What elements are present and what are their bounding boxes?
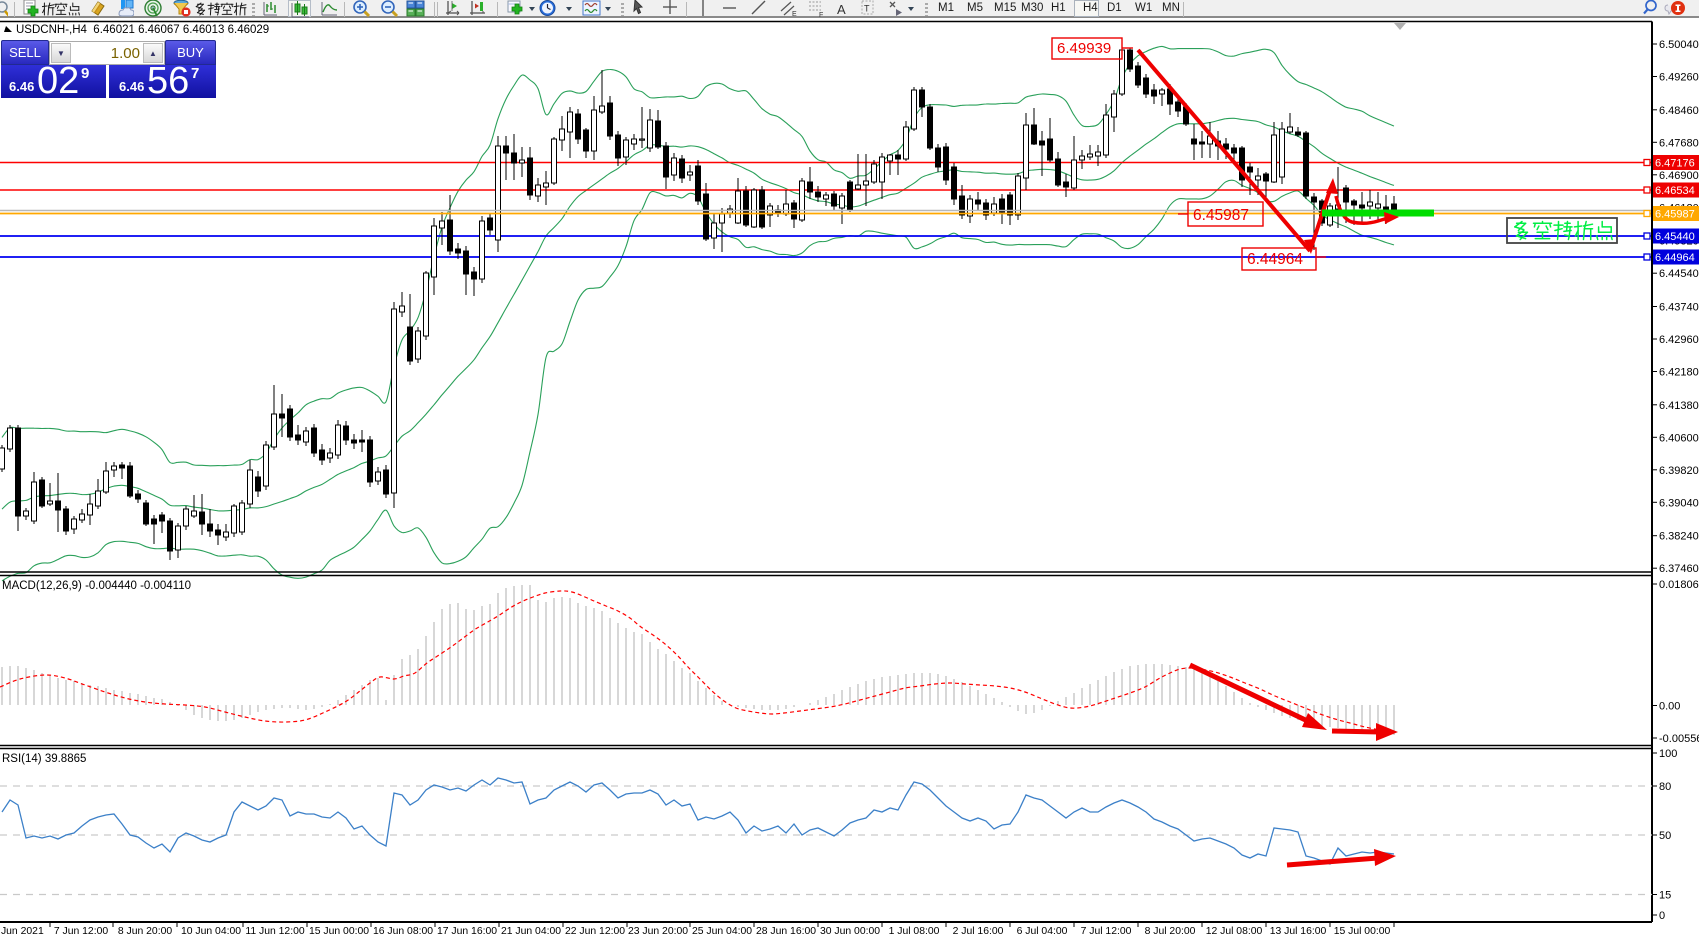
svg-text:6.49260: 6.49260 [1659, 72, 1699, 84]
svg-text:6.47176: 6.47176 [1655, 158, 1695, 170]
svg-text:80: 80 [1659, 781, 1671, 793]
svg-text:2 Jul 16:00: 2 Jul 16:00 [953, 926, 1004, 937]
svg-text:6.46534: 6.46534 [1655, 185, 1695, 197]
svg-text:T: T [864, 4, 870, 14]
svg-text:6 Jul 04:00: 6 Jul 04:00 [1017, 926, 1068, 937]
svg-text:F: F [819, 12, 823, 17]
svg-text:6.43740: 6.43740 [1659, 302, 1699, 314]
svg-text:1 Jul 08:00: 1 Jul 08:00 [889, 926, 940, 937]
svg-text:7 Jun 12:00: 7 Jun 12:00 [54, 926, 109, 937]
svg-text:6.39820: 6.39820 [1659, 465, 1699, 477]
svg-text:8 Jul 20:00: 8 Jul 20:00 [1145, 926, 1196, 937]
svg-text:6.47680: 6.47680 [1659, 137, 1699, 149]
svg-text:MACD(12,26,9) -0.004440 -0.004: MACD(12,26,9) -0.004440 -0.004110 [2, 580, 191, 592]
svg-text:23 Jun 20:00: 23 Jun 20:00 [628, 926, 688, 937]
svg-text:0: 0 [1659, 910, 1665, 922]
svg-text:30 Jun 00:00: 30 Jun 00:00 [820, 926, 880, 937]
svg-text:6.42960: 6.42960 [1659, 334, 1699, 346]
svg-text:6.39040: 6.39040 [1659, 497, 1699, 509]
svg-text:21 Jun 04:00: 21 Jun 04:00 [501, 926, 561, 937]
svg-text:50: 50 [1659, 830, 1671, 842]
svg-text:17 Jun 16:00: 17 Jun 16:00 [437, 926, 497, 937]
svg-text:6.40600: 6.40600 [1659, 432, 1699, 444]
svg-text:6.42180: 6.42180 [1659, 367, 1699, 379]
svg-text:6.50040: 6.50040 [1659, 39, 1699, 51]
svg-text:6.48460: 6.48460 [1659, 105, 1699, 117]
svg-text:28 Jun 16:00: 28 Jun 16:00 [756, 926, 816, 937]
svg-text:0.01806: 0.01806 [1659, 579, 1699, 591]
svg-text:8 Jun 20:00: 8 Jun 20:00 [118, 926, 173, 937]
svg-text:0.00: 0.00 [1659, 701, 1680, 713]
svg-text:6.49939: 6.49939 [1057, 40, 1111, 57]
svg-text:25 Jun 04:00: 25 Jun 04:00 [692, 926, 752, 937]
svg-text:22 Jun 12:00: 22 Jun 12:00 [565, 926, 625, 937]
svg-text:-0.005569: -0.005569 [1659, 733, 1699, 745]
svg-text:6.37460: 6.37460 [1659, 563, 1699, 575]
svg-text:6.45987: 6.45987 [1193, 207, 1249, 224]
svg-text:6.45987: 6.45987 [1655, 209, 1695, 221]
svg-text:100: 100 [1659, 748, 1677, 760]
svg-text:10 Jun 04:00: 10 Jun 04:00 [181, 926, 241, 937]
svg-text:15 Jun 00:00: 15 Jun 00:00 [309, 926, 369, 937]
svg-text:7 Jul 12:00: 7 Jul 12:00 [1081, 926, 1132, 937]
svg-text:6.45440: 6.45440 [1655, 231, 1695, 243]
svg-text:6.41380: 6.41380 [1659, 400, 1699, 412]
svg-text:RSI(14) 39.8865: RSI(14) 39.8865 [2, 753, 86, 765]
svg-text:6.44964: 6.44964 [1655, 252, 1695, 264]
svg-text:6.38240: 6.38240 [1659, 531, 1699, 543]
svg-text:E: E [792, 11, 797, 17]
svg-text:16 Jun 08:00: 16 Jun 08:00 [373, 926, 433, 937]
svg-text:6.44964: 6.44964 [1247, 251, 1303, 268]
svg-text:15 Jul 00:00: 15 Jul 00:00 [1334, 926, 1391, 937]
svg-text:13 Jul 16:00: 13 Jul 16:00 [1270, 926, 1327, 937]
svg-text:6.46900: 6.46900 [1659, 170, 1699, 182]
svg-text:11 Jun 12:00: 11 Jun 12:00 [245, 926, 305, 937]
svg-text:6.44540: 6.44540 [1659, 268, 1699, 280]
svg-text:12 Jul 08:00: 12 Jul 08:00 [1206, 926, 1263, 937]
svg-text:4 Jun 2021: 4 Jun 2021 [0, 926, 44, 937]
svg-text:15: 15 [1659, 890, 1671, 902]
